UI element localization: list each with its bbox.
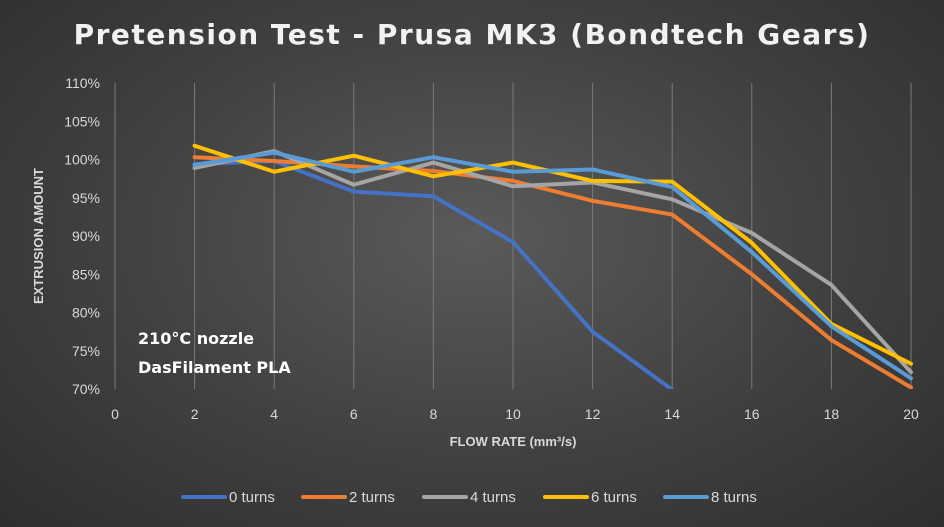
legend-label-2-turns: 2 turns: [349, 489, 395, 506]
x-tick-label: 14: [664, 406, 680, 422]
y-tick-label: 90%: [72, 228, 100, 244]
series-line-4-turns: [192, 149, 913, 375]
annotation-nozzle: 210°C nozzle: [138, 329, 255, 348]
series-line-8-turns: [192, 150, 913, 381]
x-tick-label: 6: [350, 406, 358, 422]
y-tick-label: 80%: [72, 305, 100, 321]
x-tick-label: 4: [270, 406, 278, 422]
x-tick-label: 2: [191, 406, 199, 422]
x-tick-label: 20: [903, 406, 919, 422]
x-axis-title: FLOW RATE (mm³/s): [450, 434, 577, 449]
x-tick-label: 12: [585, 406, 601, 422]
annotation-filament: DasFilament PLA: [138, 358, 291, 377]
y-tick-label: 95%: [72, 190, 100, 206]
legend-label-8-turns: 8 turns: [711, 489, 757, 506]
series-line-2-turns: [192, 155, 913, 389]
legend-label-0-turns: 0 turns: [229, 489, 275, 506]
legend-label-4-turns: 4 turns: [470, 489, 516, 506]
x-tick-label: 16: [744, 406, 760, 422]
legend-label-6-turns: 6 turns: [591, 489, 637, 506]
chart-title: Pretension Test - Prusa MK3 (Bondtech Ge…: [73, 18, 871, 51]
x-tick-label: 18: [824, 406, 840, 422]
y-tick-label: 85%: [72, 266, 100, 282]
series-line-6-turns: [192, 143, 913, 366]
y-tick-label: 105%: [64, 113, 100, 129]
y-tick-label: 75%: [72, 343, 100, 359]
x-tick-label: 0: [111, 406, 119, 422]
y-tick-label: 70%: [72, 381, 100, 397]
y-tick-label: 100%: [64, 152, 100, 168]
y-tick-label: 110%: [65, 75, 100, 91]
x-tick-label: 10: [505, 406, 521, 422]
y-axis-title: EXTRUSION AMOUNT: [31, 168, 46, 304]
x-tick-label: 8: [430, 406, 438, 422]
